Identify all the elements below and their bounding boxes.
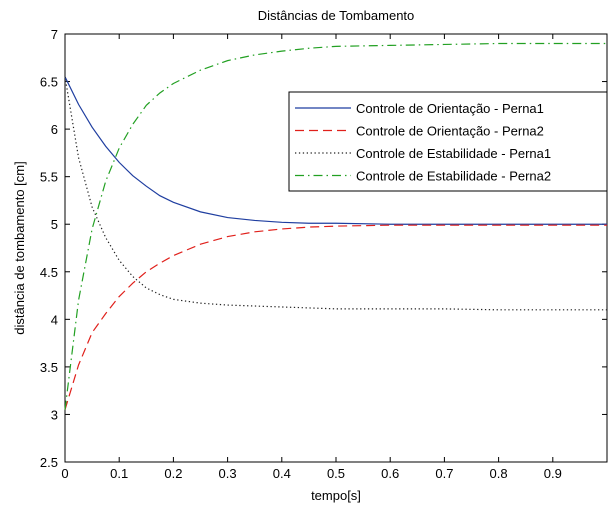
y-tick-label: 5.5 (40, 170, 58, 185)
y-tick-label: 6.5 (40, 75, 58, 90)
legend-label: Controle de Estabilidade - Perna2 (356, 169, 551, 184)
series-line-2 (64, 224, 607, 410)
chart-title: Distâncias de Tombamento (258, 8, 415, 23)
legend-label: Controle de Estabilidade - Perna1 (356, 146, 551, 161)
legend: Controle de Orientação - Perna1 Controle … (288, 91, 608, 192)
y-axis-label: distância de tombamento [cm] (12, 161, 27, 334)
y-tick-label: 3 (51, 407, 58, 422)
series-line-3 (64, 76, 607, 311)
y-tick-label: 4.5 (40, 265, 58, 280)
x-tick-label: 0.3 (219, 466, 237, 481)
y-tick-label: 7 (51, 27, 58, 42)
x-tick-label: 0.5 (327, 466, 345, 481)
y-tick-label: 2.5 (40, 455, 58, 470)
y-tick-label: 6 (51, 122, 58, 137)
axes: 0 0.1 0.2 0.3 0.4 0.5 0.6 0.7 0.8 0.9 2.5 3 3.5 4 4.5 5… (40, 27, 608, 481)
x-tick-label: 0.2 (164, 466, 182, 481)
x-tick-label: 0.9 (544, 466, 562, 481)
y-tick-label: 3.5 (40, 360, 58, 375)
x-tick-label: 0.1 (110, 466, 128, 481)
x-tick-label: 0 (61, 466, 68, 481)
x-tick-label: 0.6 (381, 466, 399, 481)
x-tick-label: 0.4 (273, 466, 291, 481)
series-layer (64, 42, 607, 410)
x-tick-label: 0.8 (490, 466, 508, 481)
y-tick-label: 4 (51, 312, 58, 327)
series-line-1 (64, 76, 607, 225)
y-tick-label: 5 (51, 217, 58, 232)
legend-label: Controle de Orientação - Perna2 (356, 124, 544, 139)
x-axis-label: tempo[s] (311, 488, 361, 503)
x-tick-label: 0.7 (435, 466, 453, 481)
legend-label: Controle de Orientação - Perna1 (356, 101, 544, 116)
